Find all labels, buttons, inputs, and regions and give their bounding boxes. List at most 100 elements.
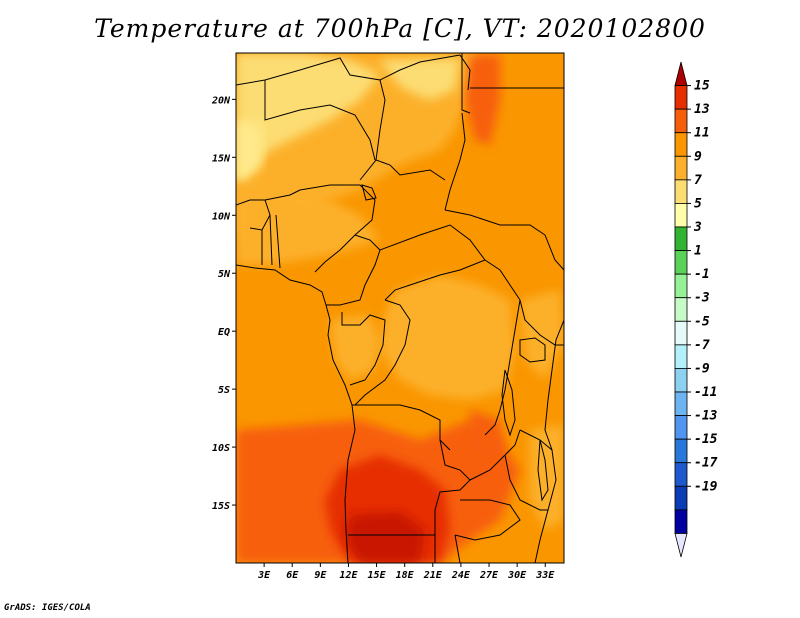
lon-tick-label: 18E [396,570,415,581]
border-niger-south [264,189,301,201]
border-car [379,224,486,301]
colorbar-label: -1 [694,267,710,282]
border-cameroon [326,234,381,306]
border-zimbabwe [454,499,521,541]
colorbar-label: 9 [694,149,702,164]
border-angola-zambia [434,439,471,535]
lon-tick-label: 21E [423,570,443,581]
colorbar-swatch [674,226,688,251]
border-congo-gabon [341,312,386,386]
colorbar-swatch [674,273,688,299]
border-ghana-togo [261,214,281,269]
border-algeria-libya [379,54,461,81]
lon-tick-label: 3E [257,570,271,581]
lake-chad [361,184,377,201]
lat-tick-label: 15N [212,153,231,164]
colorbar-swatch [674,485,688,511]
colorbar-label: 13 [694,102,710,117]
colorbar-label: -3 [694,291,710,306]
colorbar-label: 15 [694,79,710,94]
colorbar: 15 13 11 9 7 5 3 1 -1 -3 -5 -7 -9 -11 -13 -15 -17 -19 [674,61,718,558]
border-uganda-kenya [519,299,564,346]
lat-tick-label: 5N [218,269,231,280]
nile-river [459,54,471,91]
colorbar-swatch [674,85,688,110]
grads-credit: GrADS: IGES/COLA [4,603,91,613]
colorbar-swatch [674,203,688,228]
lon-tick-label: 30E [507,570,527,581]
colorbar-cap-bottom [674,533,688,558]
field-wa-band [236,185,380,265]
field-east-highland [520,290,564,380]
field-south-hot [345,512,425,563]
lat-tick-label: 10N [212,211,231,222]
border-nigeria [299,184,376,273]
lake-victoria [519,337,546,363]
border-mali-niger [264,80,376,161]
latitude-axis: 20N 15N 10N 5N EQ 5S 10S 15S [211,95,236,512]
colorbar-label: -17 [694,456,718,471]
colorbar-label: -15 [694,432,718,447]
field-sahara-cool [236,53,380,180]
lon-tick-label: 27E [479,570,499,581]
lat-tick-label: 10S [212,443,230,454]
colorbar-label: 11 [694,126,710,141]
border-sudan-southsudan [444,209,546,236]
border-botswana [434,534,461,563]
field-sahara-pale [236,120,262,185]
colorbar-swatch [674,132,688,157]
map-frame [235,52,565,564]
country-boundaries [236,53,564,563]
lake-malawi [537,439,549,502]
temperature-field [236,53,564,563]
border-burkina [236,199,271,231]
lat-tick-label: EQ [218,327,230,338]
colorbar-swatch [674,155,688,181]
lat-tick-label: 15S [212,501,230,512]
border-mozambique [504,454,548,511]
colorbar-label: -5 [694,314,710,329]
colorbar-swatch [674,438,688,464]
border-drc-west [354,299,411,406]
colorbar-label: -19 [694,479,718,494]
border-chad [375,159,446,181]
lon-tick-label: 33E [535,570,555,581]
colorbar-swatch [674,344,688,369]
field-gabon [330,315,380,380]
lat-tick-label: 5S [218,385,230,396]
coastline-east [534,319,564,563]
colorbar-swatch [674,179,688,204]
colorbar-swatch [674,320,688,346]
colorbar-swatch [674,297,688,322]
colorbar-label: 1 [694,244,702,259]
field-sahara-cool2 [380,58,460,100]
colorbar-label: 5 [694,196,702,211]
colorbar-label: 7 [694,173,702,188]
colorbar-swatch [674,250,688,275]
border-ethiopia [544,234,564,271]
lon-tick-label: 15E [368,570,387,581]
lon-tick-label: 6E [286,570,299,581]
colorbar-swatch [674,509,688,534]
field-congo [380,275,515,400]
colorbar-label: -13 [694,409,718,424]
map-title: Temperature at 700hPa [C], VT: 202010280… [94,14,706,43]
coastline-west [236,264,356,563]
border-angola-north [352,404,451,451]
colorbar-label: -11 [694,385,717,400]
lake-tanganyika [501,369,516,437]
colorbar-swatch [674,108,688,134]
border-libya-egypt [461,53,471,114]
border-southsudan-drc [484,259,521,301]
lon-tick-label: 12E [339,570,358,581]
lat-tick-label: 20N [211,95,231,106]
colorbar-swatch [674,368,688,393]
border-drc-east [484,299,521,436]
longitude-axis: 3E 6E 9E 12E 15E 18E 21E 24E 27E 30E 33E [257,563,555,581]
colorbar-swatch [674,415,688,440]
border-sudan-chad [444,112,466,211]
colorbar-swatch [674,462,688,487]
colorbar-label: 3 [693,220,702,235]
lon-tick-label: 9E [314,570,327,581]
